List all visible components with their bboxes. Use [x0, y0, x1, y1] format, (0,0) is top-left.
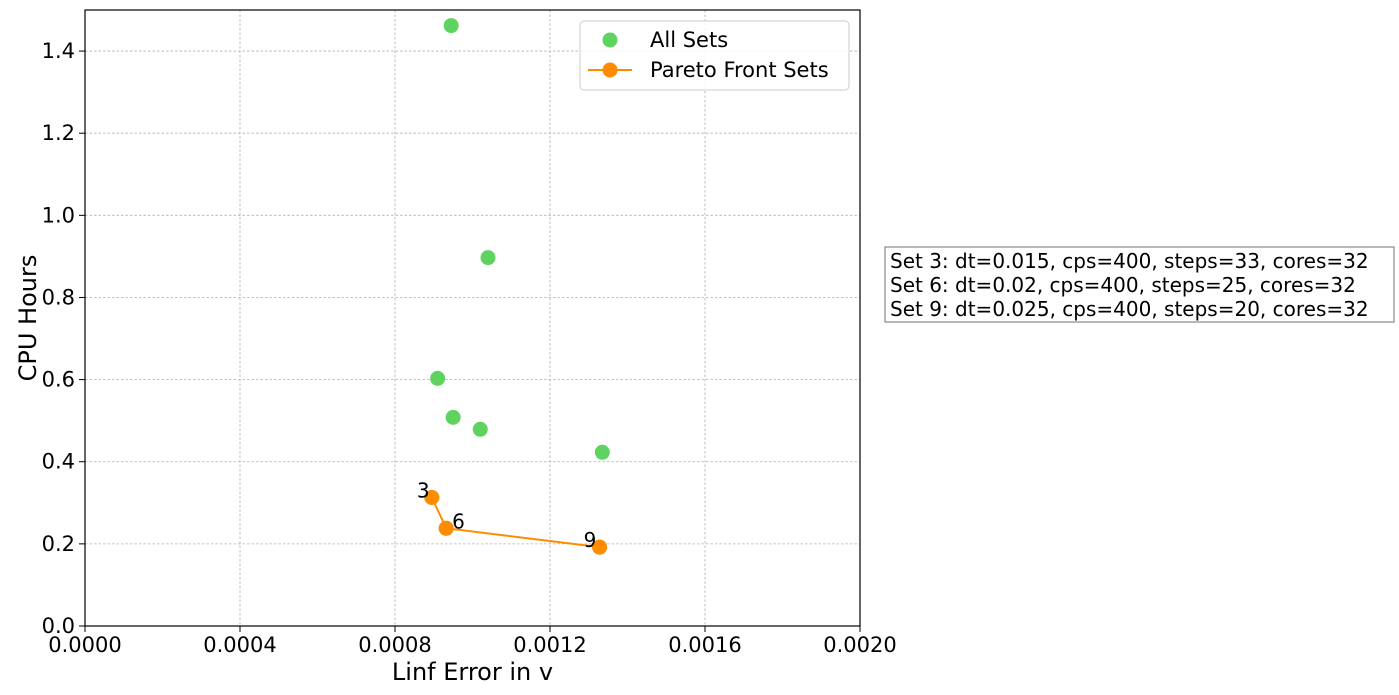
x-axis-label: Linf Error in v — [392, 658, 553, 686]
all-sets-point — [443, 18, 459, 34]
note-line: Set 3: dt=0.015, cps=400, steps=33, core… — [890, 249, 1369, 273]
pareto-point — [592, 539, 608, 555]
pareto-point — [424, 489, 440, 505]
all-sets-point — [594, 444, 610, 460]
note-line: Set 9: dt=0.025, cps=400, steps=20, core… — [890, 297, 1369, 321]
y-tick-label: 0.0 — [42, 614, 75, 638]
x-tick-label: 0.0008 — [358, 633, 431, 657]
x-tick-label: 0.0016 — [668, 633, 741, 657]
note-line: Set 6: dt=0.02, cps=400, steps=25, cores… — [890, 273, 1356, 297]
parameter-note-box: Set 3: dt=0.015, cps=400, steps=33, core… — [884, 246, 1395, 323]
all-sets-point — [480, 250, 496, 266]
all-sets-point — [430, 370, 446, 386]
x-tick-label: 0.0012 — [513, 633, 586, 657]
note-box-frame — [884, 246, 1395, 323]
x-tick-label: 0.0020 — [823, 633, 896, 657]
x-tick-label: 0.0004 — [203, 633, 276, 657]
y-tick-label: 0.2 — [42, 532, 75, 556]
legend-marker-all-sets — [602, 32, 618, 48]
y-tick-label: 0.6 — [42, 368, 75, 392]
axis-ticks: 0.0000 0.0004 0.0008 0.0012 0.0016 0.0020 0.0 0… — [42, 39, 897, 657]
plot-series: 36 9 — [417, 18, 610, 555]
plot-frame — [84, 9, 861, 627]
y-tick-label: 0.8 — [42, 285, 75, 309]
pareto-point-label: 9 — [584, 528, 597, 552]
y-axis-label: CPU Hours — [14, 255, 42, 382]
grid — [84, 10, 861, 627]
y-tick-label: 0.4 — [42, 450, 75, 474]
y-tick-label: 1.4 — [42, 39, 75, 63]
y-tick-label: 1.2 — [42, 121, 75, 145]
y-tick-label: 1.0 — [42, 203, 75, 227]
all-sets-point — [445, 409, 461, 425]
pareto-point-label: 6 — [452, 509, 465, 533]
legend-frame — [579, 20, 850, 91]
legend-label-all-sets: All Sets — [650, 28, 728, 52]
pareto-point — [438, 520, 454, 536]
legend-label-pareto: Pareto Front Sets — [650, 58, 829, 82]
legend-marker-pareto — [602, 62, 618, 78]
legend: All Sets Pareto Front Sets — [579, 20, 850, 91]
x-tick-label: 0.0000 — [48, 633, 121, 657]
pareto-point-label: 3 — [417, 478, 430, 502]
all-sets-point — [472, 421, 488, 437]
